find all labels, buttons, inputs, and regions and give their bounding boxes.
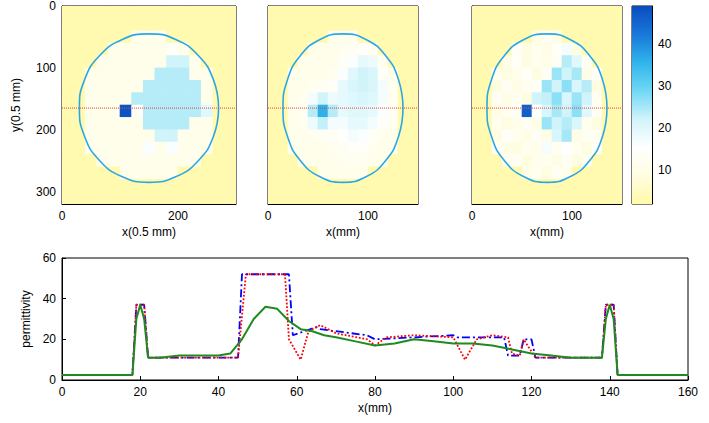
svg-text:y(0.5 mm): y(0.5 mm) — [9, 78, 23, 132]
svg-text:0: 0 — [49, 373, 56, 387]
svg-text:60: 60 — [43, 251, 57, 265]
svg-text:300: 300 — [36, 185, 56, 199]
svg-text:0: 0 — [59, 385, 66, 399]
svg-text:100: 100 — [36, 61, 56, 75]
svg-text:20: 20 — [134, 385, 148, 399]
svg-text:100: 100 — [358, 209, 378, 223]
svg-text:80: 80 — [368, 385, 382, 399]
svg-text:20: 20 — [658, 121, 672, 135]
svg-text:permittivity: permittivity — [19, 290, 33, 347]
svg-text:40: 40 — [658, 37, 672, 51]
svg-text:140: 140 — [600, 385, 620, 399]
svg-text:0: 0 — [59, 209, 66, 223]
svg-text:100: 100 — [443, 385, 463, 399]
svg-text:160: 160 — [678, 385, 698, 399]
svg-text:0: 0 — [49, 0, 56, 13]
svg-text:20: 20 — [43, 332, 57, 346]
svg-text:100: 100 — [562, 209, 582, 223]
svg-text:200: 200 — [36, 123, 56, 137]
svg-text:0: 0 — [469, 209, 476, 223]
svg-text:0: 0 — [265, 209, 272, 223]
svg-text:60: 60 — [290, 385, 304, 399]
svg-text:40: 40 — [212, 385, 226, 399]
svg-text:120: 120 — [521, 385, 541, 399]
svg-text:30: 30 — [658, 79, 672, 93]
svg-text:x(mm): x(mm) — [326, 225, 360, 239]
svg-text:x(mm): x(mm) — [358, 401, 392, 415]
svg-text:x(mm): x(mm) — [530, 225, 564, 239]
svg-text:40: 40 — [43, 292, 57, 306]
svg-text:x(0.5 mm): x(0.5 mm) — [122, 225, 176, 239]
svg-text:10: 10 — [658, 163, 672, 177]
svg-text:200: 200 — [168, 209, 188, 223]
